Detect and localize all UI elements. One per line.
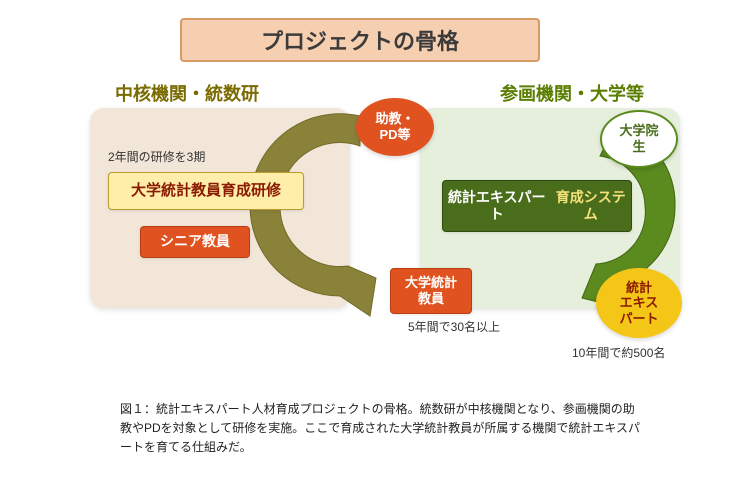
annotation-5year: 5年間で30名以上	[408, 318, 500, 335]
page-title: プロジェクトの骨格	[180, 18, 540, 62]
oval-grad-student: 大学院 生	[600, 110, 678, 168]
box-expert-system: 統計エキスパート育成システム	[442, 180, 632, 232]
box-university-faculty: 大学統計 教員	[390, 268, 472, 314]
annotation-3periods: 2年間の研修を3期	[108, 148, 205, 165]
box-senior-faculty: シニア教員	[140, 226, 250, 258]
diagram-canvas: プロジェクトの骨格 中核機関・統数研 参画機関・大学等 2年間の研修を3期 5年…	[0, 0, 750, 500]
box-training-program: 大学統計教員育成研修	[108, 172, 304, 210]
oval-assistant-prof: 助教・ PD等	[356, 98, 434, 156]
oval-stats-expert: 統計 エキス パート	[596, 268, 682, 338]
annotation-10year: 10年間で約500名	[572, 344, 665, 361]
section-label-partner: 参画機関・大学等	[500, 80, 644, 106]
figure-caption: 図１：統計エキスパート人材育成プロジェクトの骨格。統数研が中核機関となり、参画機…	[120, 400, 640, 458]
